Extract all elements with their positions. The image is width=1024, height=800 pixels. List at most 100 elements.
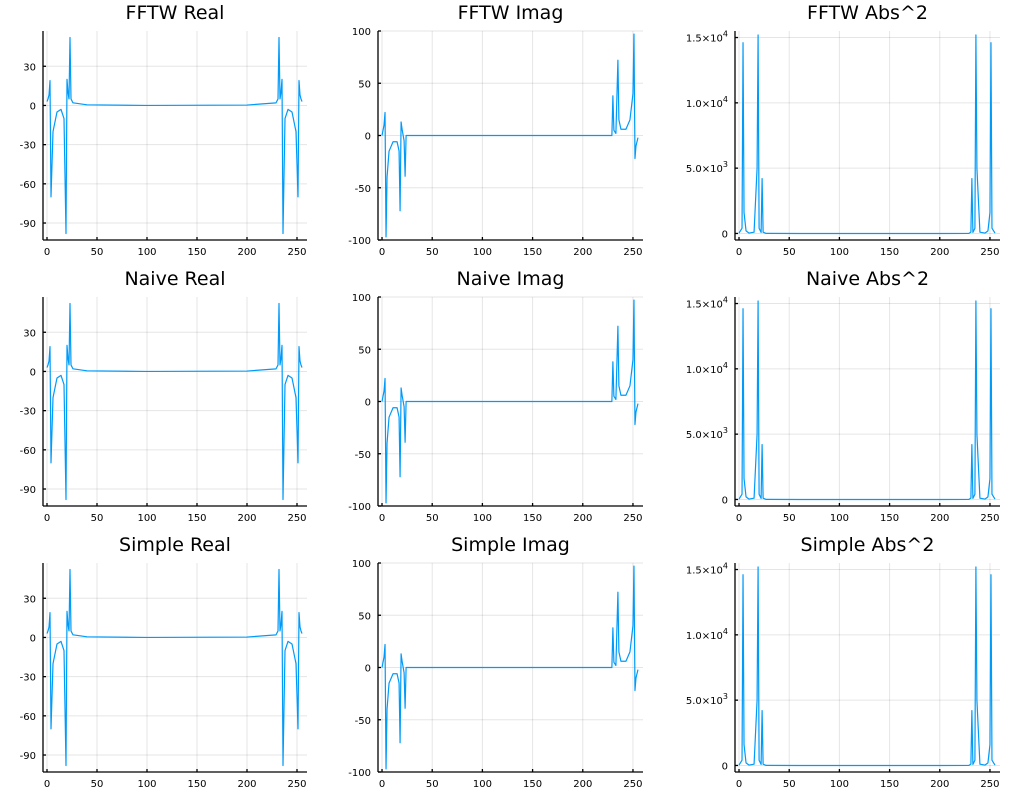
y-tick-label: -50: [355, 716, 371, 727]
x-tick-label: 250: [980, 779, 999, 790]
x-tick-label: 0: [736, 779, 742, 790]
x-tick-label: 100: [830, 513, 849, 524]
x-tick-label: 50: [783, 779, 796, 790]
x-tick-label: 250: [980, 247, 999, 258]
chart-panel-fftw-imag: FFTW Imag 0 50 100 150 200 250 -100 -50 0 50 100: [348, 2, 643, 258]
chart-panel-naive-imag: Naive Imag 0 50 100 150 200 250 -100 -50 0 50 100: [348, 268, 643, 524]
x-tick-label: 50: [91, 779, 104, 790]
x-tick-label: 250: [287, 247, 306, 258]
y-tick-label: 5.0×103: [686, 426, 728, 441]
y-tick-label: 5.0×103: [686, 692, 728, 707]
x-tick-label: 50: [426, 513, 439, 524]
x-tick-label: 200: [930, 247, 949, 258]
x-tick-label: 50: [91, 513, 104, 524]
y-tick-label: -60: [20, 446, 36, 457]
x-tick-label: 250: [623, 779, 642, 790]
y-tick-label: -50: [355, 450, 371, 461]
x-tick-label: 150: [523, 513, 542, 524]
chart-title: Naive Real: [124, 268, 225, 290]
x-tick-label: 100: [473, 779, 492, 790]
chart-panel-simple-abs2: Simple Abs^2 0 50 100 150 200 250 0 5.0×103 1.0×1…: [686, 534, 1000, 790]
y-tick-label: 50: [358, 611, 371, 622]
x-tick-label: 150: [523, 247, 542, 258]
x-tick-label: 50: [783, 247, 796, 258]
y-tick-label: -90: [20, 485, 36, 496]
x-tick-label: 150: [187, 779, 206, 790]
y-tick-label: -100: [348, 502, 371, 513]
y-tick-label: -30: [20, 407, 36, 418]
x-tick-label: 150: [187, 513, 206, 524]
x-tick-label: 100: [473, 247, 492, 258]
x-tick-label: 200: [573, 247, 592, 258]
x-tick-label: 50: [783, 513, 796, 524]
x-tick-label: 0: [379, 779, 385, 790]
x-tick-label: 50: [426, 779, 439, 790]
x-tick-label: 250: [980, 513, 999, 524]
x-tick-label: 100: [830, 247, 849, 258]
y-tick-label: 1.5×104: [686, 30, 728, 45]
x-tick-label: 150: [187, 247, 206, 258]
x-tick-label: 100: [473, 513, 492, 524]
x-tick-label: 0: [736, 513, 742, 524]
y-tick-label: -90: [20, 751, 36, 762]
x-tick-label: 200: [237, 779, 256, 790]
y-tick-label: 30: [23, 594, 36, 605]
y-tick-label: -90: [20, 219, 36, 230]
chart-title: Naive Abs^2: [806, 268, 929, 290]
y-tick-label: 1.0×104: [686, 95, 728, 110]
x-tick-label: 0: [44, 779, 50, 790]
y-tick-label: 0: [30, 101, 36, 112]
x-tick-label: 0: [379, 247, 385, 258]
chart-panel-fftw-real: FFTW Real 0 50 100 150 200 250 -90 -60 -30 0 30: [20, 2, 307, 258]
y-tick-label: 0: [722, 761, 728, 772]
y-tick-label: -60: [20, 712, 36, 723]
chart-title: Naive Imag: [457, 268, 565, 290]
x-tick-label: 100: [137, 513, 156, 524]
x-tick-label: 250: [623, 513, 642, 524]
chart-panel-naive-real: Naive Real 0 50 100 150 200 250 -90 -60 -30 0 30: [20, 268, 307, 524]
series-line: [381, 565, 639, 770]
y-tick-label: 1.5×104: [686, 562, 728, 577]
y-tick-label: -50: [355, 184, 371, 195]
chart-title: Simple Abs^2: [801, 534, 935, 556]
series-line: [381, 33, 639, 238]
y-tick-label: 100: [352, 293, 371, 304]
y-tick-label: 0: [365, 664, 371, 675]
chart-panel-fftw-abs2: FFTW Abs^2 0 50 100 150 200 250 0 5.0×103 1.0×104…: [686, 2, 1000, 258]
x-tick-label: 150: [523, 779, 542, 790]
chart-title: Simple Real: [119, 534, 231, 556]
chart-title: FFTW Imag: [458, 2, 564, 24]
series-line: [738, 566, 996, 767]
x-tick-label: 200: [930, 779, 949, 790]
y-tick-label: 1.5×104: [686, 296, 728, 311]
y-tick-label: 50: [358, 79, 371, 90]
y-tick-label: -100: [348, 768, 371, 779]
chart-title: FFTW Abs^2: [807, 2, 928, 24]
y-tick-label: 30: [23, 62, 36, 73]
y-tick-label: 30: [23, 328, 36, 339]
x-tick-label: 50: [426, 247, 439, 258]
y-tick-label: 0: [722, 495, 728, 506]
y-tick-label: 0: [30, 633, 36, 644]
x-tick-label: 200: [237, 247, 256, 258]
y-tick-label: 0: [722, 229, 728, 240]
x-tick-label: 250: [287, 513, 306, 524]
y-tick-label: -100: [348, 236, 371, 247]
x-tick-label: 0: [736, 247, 742, 258]
y-tick-label: -30: [20, 141, 36, 152]
y-tick-label: 0: [30, 367, 36, 378]
y-tick-label: 0: [365, 132, 371, 143]
series-line: [46, 36, 303, 235]
y-tick-label: -60: [20, 180, 36, 191]
x-tick-label: 250: [287, 779, 306, 790]
x-tick-label: 200: [930, 513, 949, 524]
x-tick-label: 100: [137, 247, 156, 258]
y-tick-label: 1.0×104: [686, 627, 728, 642]
x-tick-label: 50: [91, 247, 104, 258]
series-line: [46, 568, 303, 767]
x-tick-label: 100: [137, 779, 156, 790]
x-tick-label: 100: [830, 779, 849, 790]
y-tick-label: 100: [352, 559, 371, 570]
x-tick-label: 150: [880, 513, 899, 524]
y-tick-label: 100: [352, 27, 371, 38]
